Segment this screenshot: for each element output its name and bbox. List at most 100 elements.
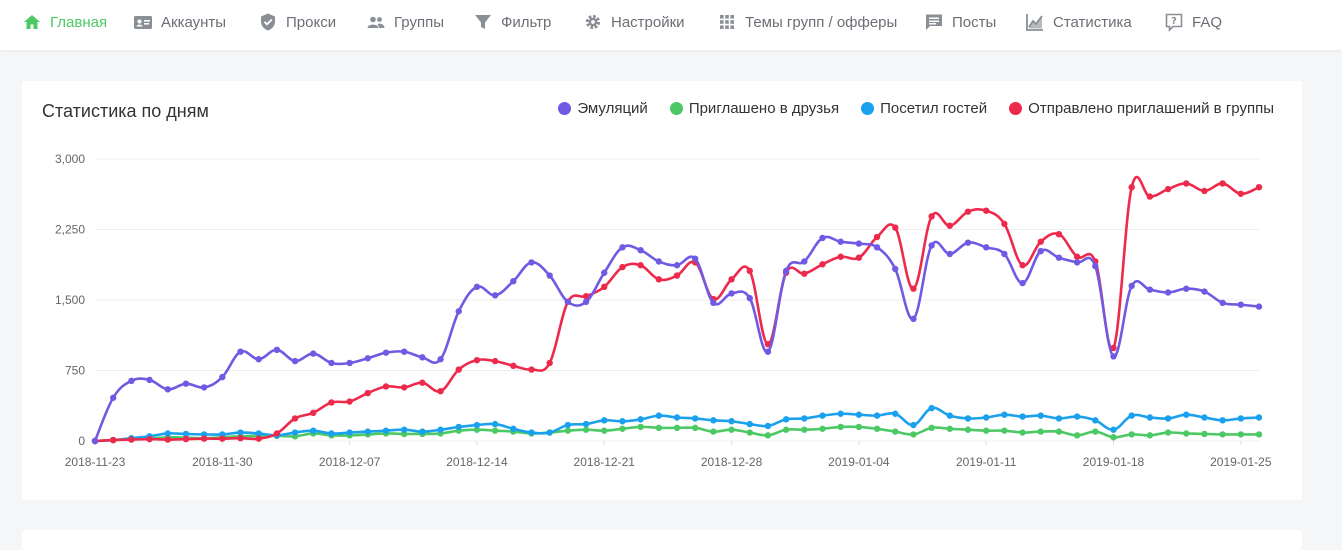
data-point bbox=[473, 421, 481, 429]
top-navigation: Главная Аккаунты Прокси Группы Фильтр На… bbox=[0, 0, 1342, 50]
home-icon bbox=[22, 12, 42, 32]
line-chart: 0 750 1,500 2,250 3,000 2018-11-23 2018-11-30 2… bbox=[55, 152, 1272, 469]
legend-item-group-invites[interactable]: Отправлено приглашений в группы bbox=[1009, 100, 1274, 117]
data-point bbox=[1237, 415, 1245, 422]
data-point bbox=[873, 412, 881, 419]
y-tick-label: 1,500 bbox=[55, 293, 85, 307]
data-point bbox=[801, 415, 808, 422]
data-point bbox=[746, 267, 753, 275]
data-point bbox=[1164, 185, 1172, 193]
data-point bbox=[491, 420, 499, 428]
legend-label: Посетил гостей bbox=[880, 100, 988, 117]
data-point bbox=[491, 292, 499, 299]
data-point bbox=[237, 348, 244, 355]
data-point bbox=[164, 436, 171, 443]
nav-item-label: Темы групп / офферы bbox=[745, 13, 898, 31]
data-point bbox=[782, 267, 790, 275]
nav-item-stats[interactable]: Статистика bbox=[1025, 0, 1132, 44]
data-point bbox=[855, 411, 863, 418]
data-point bbox=[964, 426, 972, 433]
data-point bbox=[1128, 431, 1135, 438]
data-point bbox=[346, 429, 353, 436]
data-point bbox=[637, 416, 644, 423]
data-point bbox=[128, 377, 135, 385]
data-point bbox=[419, 379, 426, 386]
data-point bbox=[1110, 353, 1117, 360]
data-point bbox=[564, 427, 572, 434]
data-point bbox=[455, 366, 462, 373]
data-point bbox=[528, 429, 535, 436]
data-point bbox=[928, 424, 935, 432]
data-point bbox=[546, 272, 553, 279]
nav-item-themes[interactable]: Темы групп / офферы bbox=[717, 0, 897, 44]
data-point bbox=[582, 426, 590, 433]
data-point bbox=[310, 427, 317, 434]
data-point bbox=[400, 348, 408, 355]
data-point bbox=[1128, 184, 1135, 191]
data-point bbox=[673, 272, 681, 279]
chart-icon bbox=[1025, 12, 1045, 32]
data-point bbox=[219, 373, 226, 381]
grid-icon bbox=[717, 12, 737, 32]
nav-item-faq[interactable]: ? FAQ bbox=[1164, 0, 1222, 44]
data-point bbox=[691, 255, 699, 262]
data-point bbox=[473, 426, 481, 433]
legend-item-visited-guests[interactable]: Посетил гостей bbox=[861, 100, 987, 117]
data-point bbox=[582, 420, 590, 428]
data-point bbox=[855, 254, 863, 261]
x-tick-label: 2018-12-21 bbox=[574, 455, 636, 469]
x-tick-label: 2018-12-28 bbox=[701, 455, 763, 469]
x-tick-label: 2018-12-14 bbox=[446, 455, 508, 469]
nav-item-groups[interactable]: Группы bbox=[366, 0, 444, 44]
data-point bbox=[746, 429, 753, 436]
data-point bbox=[1110, 344, 1117, 352]
nav-item-settings[interactable]: Настройки bbox=[583, 0, 685, 44]
data-point bbox=[710, 417, 717, 424]
data-point bbox=[746, 420, 753, 428]
chart-legend: Эмуляций Приглашено в друзья Посетил гос… bbox=[536, 100, 1274, 117]
data-point bbox=[873, 244, 881, 251]
data-point bbox=[1201, 414, 1208, 421]
data-point bbox=[546, 359, 553, 367]
data-point bbox=[1201, 288, 1208, 295]
data-point bbox=[964, 415, 972, 422]
data-point bbox=[728, 290, 735, 297]
data-point bbox=[237, 434, 244, 442]
data-point bbox=[1073, 432, 1081, 439]
data-point bbox=[855, 423, 863, 431]
data-point bbox=[910, 315, 917, 322]
data-point bbox=[1237, 301, 1245, 308]
x-tick-label: 2019-01-25 bbox=[1210, 455, 1272, 469]
nav-item-accounts[interactable]: Аккаунты bbox=[133, 0, 226, 44]
data-point bbox=[964, 239, 972, 246]
nav-item-filter[interactable]: Фильтр bbox=[473, 0, 551, 44]
id-card-icon bbox=[133, 12, 153, 32]
data-point bbox=[782, 416, 790, 423]
data-point bbox=[382, 349, 390, 356]
data-point bbox=[892, 224, 899, 231]
data-point bbox=[455, 308, 462, 315]
nav-item-posts[interactable]: Посты bbox=[924, 0, 996, 44]
data-point bbox=[601, 417, 608, 424]
data-point bbox=[146, 435, 153, 443]
data-point bbox=[1219, 299, 1226, 307]
data-point bbox=[128, 436, 135, 443]
data-point bbox=[582, 298, 590, 306]
data-point bbox=[946, 222, 954, 229]
nav-item-label: Главная bbox=[50, 13, 108, 31]
legend-item-emulations[interactable]: Эмуляций bbox=[558, 100, 648, 117]
nav-item-proxy[interactable]: Прокси bbox=[258, 0, 336, 44]
data-point bbox=[619, 244, 626, 251]
data-point bbox=[1164, 415, 1172, 422]
legend-item-invited-friends[interactable]: Приглашено в друзья bbox=[669, 100, 839, 117]
filter-icon bbox=[473, 12, 493, 32]
data-point bbox=[982, 207, 990, 214]
stats-card: 0 750 1,500 2,250 3,000 2018-11-23 2018-11-30 2… bbox=[22, 81, 1302, 500]
data-point bbox=[510, 278, 517, 285]
nav-item-home[interactable]: Главная bbox=[22, 0, 107, 44]
data-point bbox=[728, 276, 735, 283]
data-point bbox=[1146, 193, 1154, 200]
data-point bbox=[764, 422, 772, 430]
data-point bbox=[255, 430, 262, 437]
svg-text:?: ? bbox=[1171, 16, 1177, 27]
